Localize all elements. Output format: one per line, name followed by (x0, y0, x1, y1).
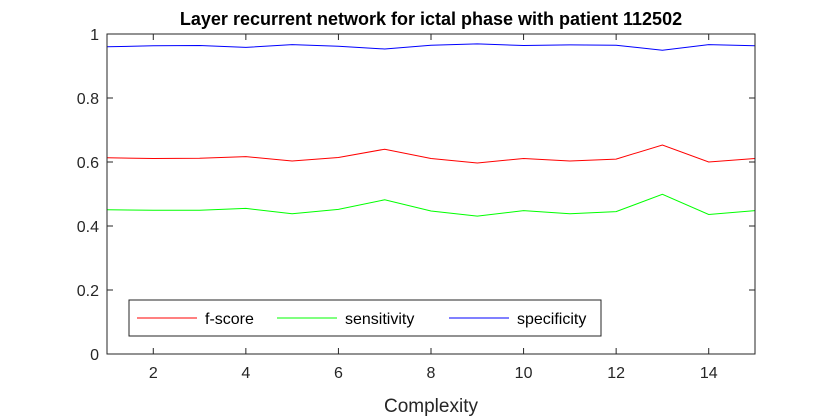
x-tick-label: 8 (427, 365, 436, 382)
x-tick-label: 12 (607, 365, 625, 382)
legend-label-sensitivity: sensitivity (345, 311, 414, 328)
x-tick-label: 2 (149, 365, 158, 382)
legend: f-score sensitivity specificity (128, 299, 602, 337)
y-tick-label: 0.6 (77, 155, 99, 172)
y-tick-label: 0 (90, 347, 99, 364)
x-axis: 2 4 6 8 10 12 14 (149, 34, 718, 382)
legend-label-f-score: f-score (205, 311, 254, 328)
y-tick-label: 0.4 (77, 219, 99, 236)
y-tick-label: 0.8 (77, 91, 99, 108)
x-tick-label: 4 (241, 365, 250, 382)
x-tick-label: 14 (700, 365, 718, 382)
series-line-f-score (106, 144, 756, 164)
x-tick-label: 6 (334, 365, 343, 382)
series-line-specificity (106, 43, 756, 51)
chart-title: Layer recurrent network for ictal phase … (180, 9, 682, 29)
x-tick-label: 10 (515, 365, 533, 382)
legend-label-specificity: specificity (517, 311, 586, 328)
y-tick-label: 1 (90, 27, 99, 44)
y-tick-label: 0.2 (77, 283, 99, 300)
series-line-sensitivity (106, 193, 756, 217)
y-axis: 0 0.2 0.4 0.6 0.8 1 (77, 27, 755, 364)
x-axis-label: Complexity (384, 396, 478, 417)
series-lines (106, 43, 756, 217)
legend-box (128, 299, 602, 337)
